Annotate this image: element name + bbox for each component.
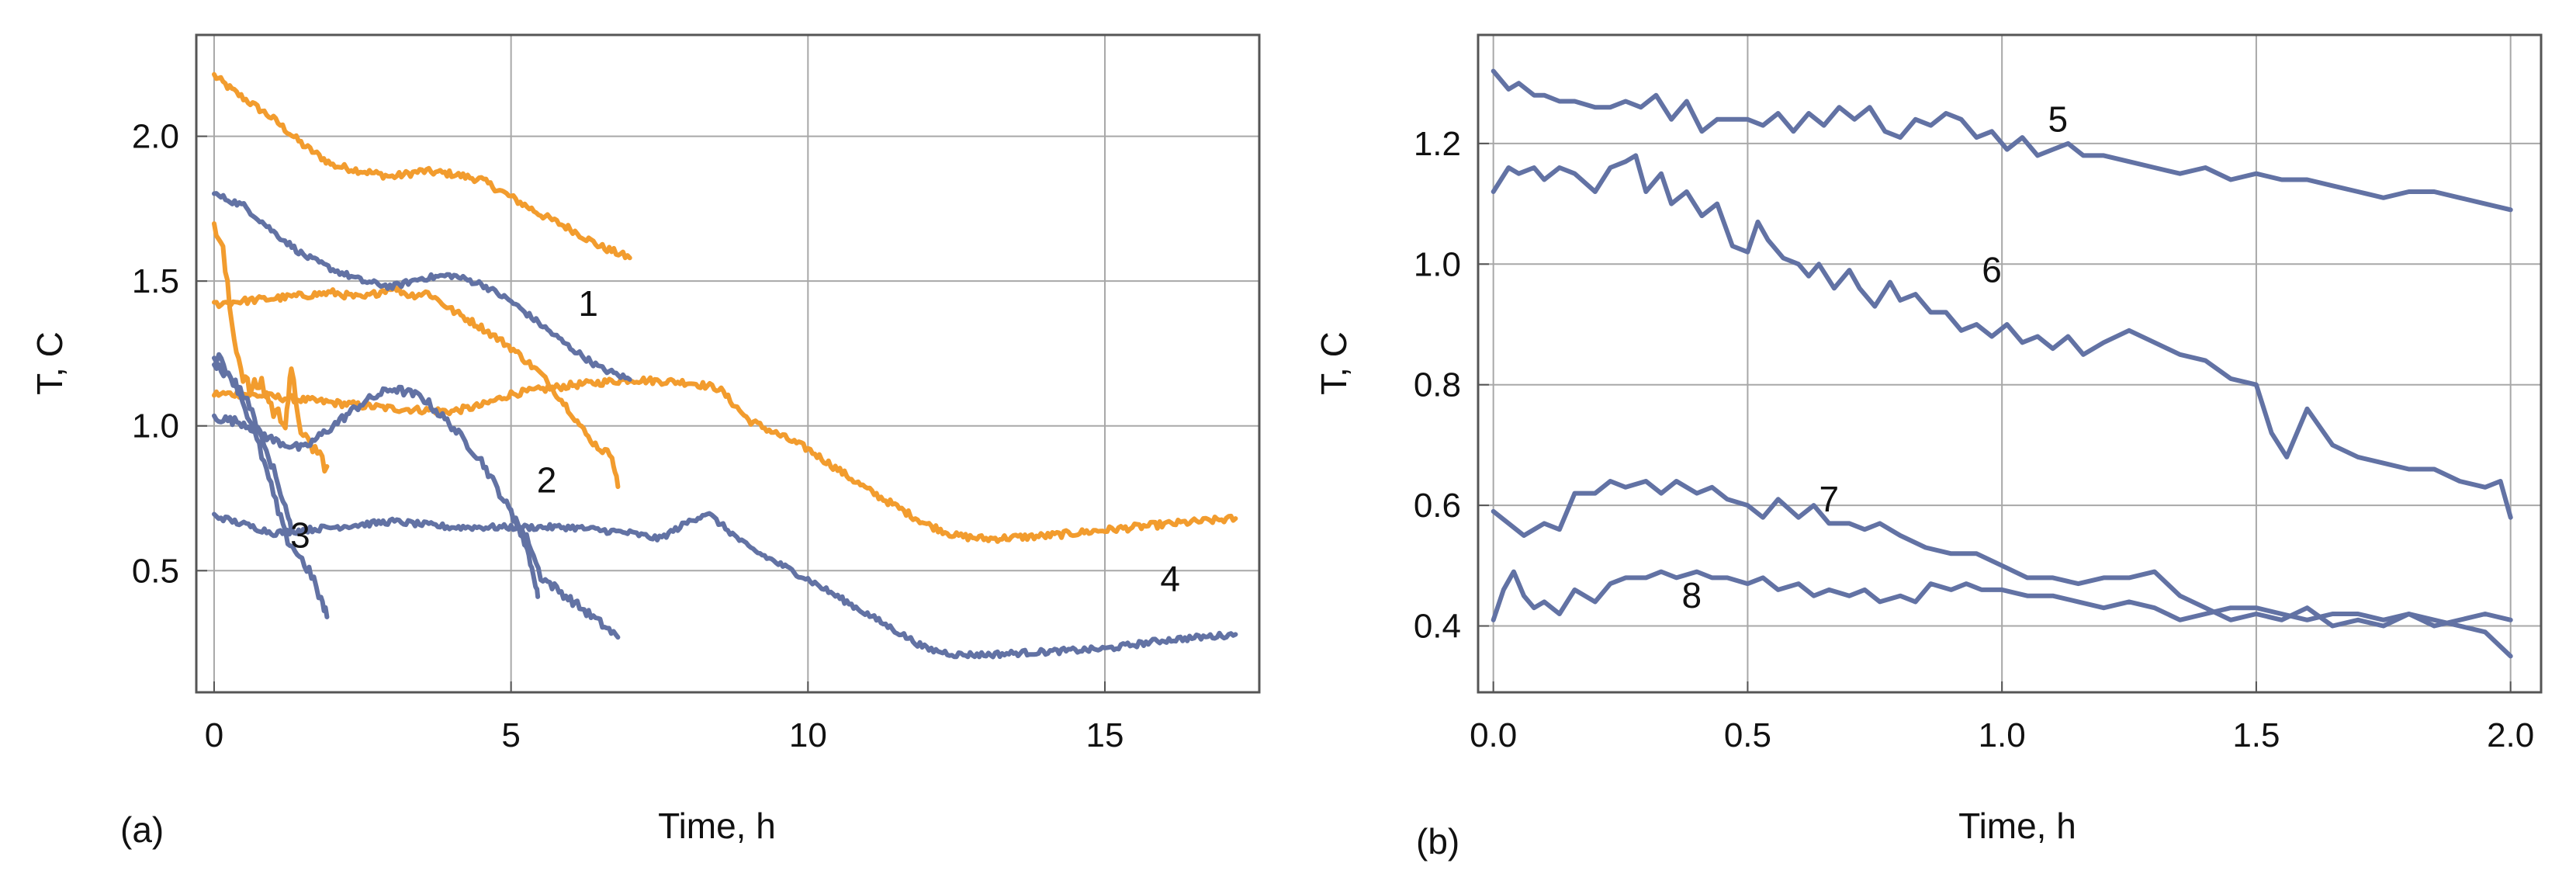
annotations-a: 1 2 3 4 [290,283,1180,598]
chart-panel-a: 0 5 10 15 0.5 1.0 1.5 2.0 1 2 3 4 Time, h T, C (a) [29,33,1261,850]
series-line-a-blue-3b [212,362,294,532]
y-tick-label-b-4: 1.2 [1414,125,1461,163]
curve-label-a-0: 1 [578,283,598,324]
series-line-b-6 [1491,153,2513,520]
x-axis-label-b: Time, h [1958,806,2076,846]
plot-frame-b [1477,33,2543,694]
x-tick-label-a-2: 10 [789,716,827,754]
x-tick-label-b-1: 0.5 [1724,716,1771,754]
series-group-a [212,71,1238,660]
x-tick-label-a-1: 5 [501,716,520,754]
series-line-a-blue-1 [212,191,632,382]
chart-panel-b: 0.0 0.5 1.0 1.5 2.0 0.4 0.6 0.8 1.0 1.2 5 6 7 8 Time… [1314,33,2543,861]
grid-a [196,35,1259,692]
series-line-b-7 [1491,479,2513,659]
curve-label-a-3: 4 [1160,558,1180,598]
series-line-a-blue-dip [212,384,621,640]
plot-frame-a [195,33,1261,694]
y-tick-label-a-1: 1.0 [132,407,179,445]
series-line-a-orange-2 [212,283,621,490]
x-tick-label-b-3: 1.5 [2232,716,2280,754]
curve-label-b-1: 6 [1982,250,2002,290]
y-tick-label-a-0: 0.5 [132,552,179,590]
series-group-b [1491,68,2513,659]
y-tick-label-b-3: 1.0 [1414,245,1461,283]
series-line-b-5 [1491,68,2513,213]
x-tick-label-b-4: 2.0 [2487,716,2534,754]
x-tick-label-a-0: 0 [205,716,223,754]
series-line-a-blue-3c [508,507,541,599]
y-axis-label-a: T, C [29,331,70,395]
ticks-a: 0 5 10 15 0.5 1.0 1.5 2.0 [132,118,1124,754]
curve-label-a-2: 3 [290,515,310,555]
grid-b [1478,35,2541,692]
y-tick-label-a-3: 2.0 [132,118,179,156]
curve-label-b-3: 8 [1682,575,1702,615]
series-line-a-orange-long [212,375,1238,544]
panel-label-a: (a) [120,809,164,850]
x-tick-label-a-3: 15 [1086,716,1124,754]
y-axis-label-b: T, C [1314,331,1354,395]
x-tick-label-b-2: 1.0 [1979,716,2026,754]
series-line-a-orange-short [212,221,330,474]
y-tick-label-b-2: 0.8 [1414,366,1461,404]
series-line-a-orange-top [212,71,632,261]
curve-label-a-1: 2 [537,460,557,501]
series-line-b-8 [1491,569,2513,629]
curve-label-b-0: 5 [2048,99,2068,139]
ticks-b: 0.0 0.5 1.0 1.5 2.0 0.4 0.6 0.8 1.0 1.2 [1414,125,2534,754]
panel-label-b: (b) [1416,821,1459,861]
x-axis-label-a: Time, h [658,806,776,846]
annotations-b: 5 6 7 8 [1682,99,2069,615]
y-tick-label-b-0: 0.4 [1414,608,1461,646]
curve-label-b-2: 7 [1819,479,1839,519]
series-line-a-blue-4 [212,511,1238,660]
y-tick-label-a-2: 1.5 [132,262,179,300]
y-tick-label-b-1: 0.6 [1414,487,1461,525]
x-tick-label-b-0: 0.0 [1470,716,1517,754]
